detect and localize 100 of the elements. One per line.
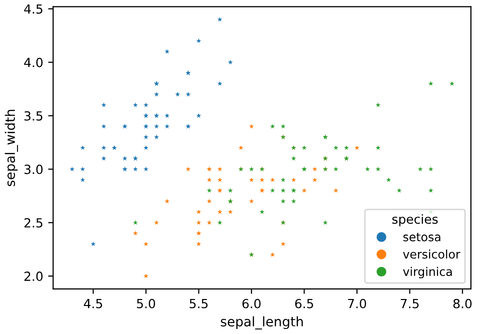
point bbox=[90, 241, 96, 246]
legend-label: virginica bbox=[403, 266, 452, 278]
point bbox=[80, 145, 86, 150]
point bbox=[206, 198, 212, 204]
point bbox=[217, 177, 222, 182]
point bbox=[144, 166, 148, 172]
point bbox=[154, 92, 159, 96]
point bbox=[132, 220, 138, 225]
point bbox=[333, 145, 338, 150]
point bbox=[228, 209, 233, 214]
x-tick-label: 5.5 bbox=[190, 299, 208, 308]
point bbox=[365, 166, 370, 172]
x-tick-label: 7.5 bbox=[400, 299, 419, 308]
point bbox=[196, 220, 202, 225]
point bbox=[217, 220, 222, 225]
point bbox=[428, 166, 434, 172]
y-tick-label: 4.0 bbox=[24, 58, 43, 68]
point bbox=[228, 60, 233, 64]
point bbox=[396, 188, 402, 193]
point bbox=[196, 38, 202, 43]
x-tick-label: 8.0 bbox=[453, 298, 472, 308]
point bbox=[376, 102, 381, 108]
y-tick-label: 2.5 bbox=[24, 218, 42, 228]
point bbox=[312, 166, 318, 172]
point bbox=[144, 273, 148, 278]
point bbox=[386, 177, 392, 182]
point bbox=[354, 145, 360, 150]
point bbox=[175, 92, 180, 96]
point bbox=[132, 230, 138, 236]
x-axis-title: sepal_length bbox=[220, 316, 303, 330]
point bbox=[154, 134, 159, 140]
point bbox=[270, 252, 276, 257]
point bbox=[164, 113, 170, 118]
point bbox=[154, 124, 159, 129]
point bbox=[249, 198, 254, 204]
point bbox=[154, 220, 159, 225]
point bbox=[70, 166, 75, 172]
y-tick-label: 4.5 bbox=[24, 4, 42, 14]
point bbox=[206, 220, 212, 225]
point bbox=[249, 166, 254, 172]
y-tick-label: 2.0 bbox=[24, 272, 43, 282]
point bbox=[249, 177, 254, 182]
point bbox=[186, 92, 191, 96]
point bbox=[344, 145, 349, 150]
point bbox=[132, 102, 138, 108]
point bbox=[144, 102, 148, 108]
point bbox=[132, 166, 138, 172]
point bbox=[333, 166, 338, 172]
point bbox=[270, 177, 276, 182]
point bbox=[280, 198, 286, 204]
point bbox=[312, 177, 318, 182]
point bbox=[196, 241, 202, 246]
point bbox=[122, 156, 128, 161]
legend-label: setosa bbox=[403, 232, 440, 242]
point bbox=[101, 102, 106, 108]
point bbox=[144, 145, 148, 150]
point bbox=[249, 124, 254, 129]
y-tick-label: 3.0 bbox=[24, 164, 43, 174]
point bbox=[291, 177, 296, 182]
point bbox=[164, 198, 170, 204]
point bbox=[302, 188, 307, 193]
y-axis-title: sepal_width bbox=[4, 110, 18, 186]
point bbox=[196, 209, 202, 214]
point bbox=[217, 166, 222, 172]
point bbox=[280, 177, 286, 182]
x-tick-label: 5.0 bbox=[137, 298, 156, 308]
point bbox=[101, 156, 106, 161]
point bbox=[164, 124, 170, 129]
x-tick-label: 6.0 bbox=[242, 298, 261, 308]
point bbox=[238, 145, 244, 150]
point bbox=[217, 16, 222, 22]
legend-label: versicolor bbox=[403, 250, 460, 259]
point bbox=[206, 188, 212, 193]
x-tick-label: 4.5 bbox=[84, 299, 102, 308]
point bbox=[449, 81, 454, 86]
x-tick-label: 6.5 bbox=[295, 298, 314, 308]
point bbox=[376, 145, 381, 150]
point bbox=[217, 209, 222, 214]
point bbox=[80, 166, 86, 172]
point bbox=[206, 177, 212, 182]
point bbox=[101, 145, 106, 150]
point bbox=[302, 145, 307, 150]
point bbox=[270, 124, 276, 129]
point bbox=[144, 134, 148, 140]
point bbox=[144, 241, 148, 246]
legend-title: species bbox=[392, 214, 438, 226]
y-tick-label: 3.5 bbox=[24, 111, 42, 121]
point bbox=[196, 113, 202, 118]
point bbox=[376, 166, 381, 172]
point bbox=[428, 188, 434, 193]
point bbox=[260, 177, 264, 182]
x-tick-label: 7.0 bbox=[348, 298, 366, 308]
point bbox=[280, 124, 286, 129]
point bbox=[186, 166, 191, 172]
point bbox=[291, 198, 296, 204]
point bbox=[80, 177, 86, 182]
point bbox=[291, 156, 296, 161]
point bbox=[418, 166, 423, 172]
point bbox=[280, 241, 286, 246]
point bbox=[101, 124, 106, 129]
